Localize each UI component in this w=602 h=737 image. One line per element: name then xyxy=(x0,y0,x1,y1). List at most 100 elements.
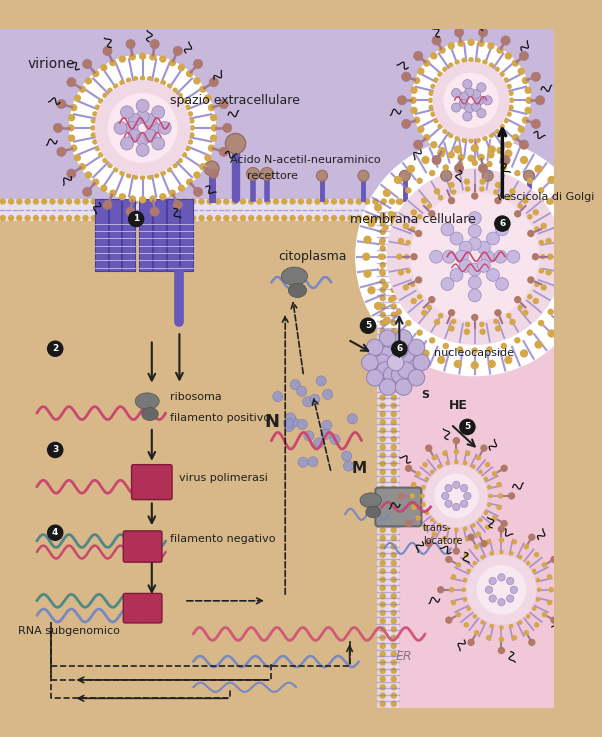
Circle shape xyxy=(453,437,460,444)
Circle shape xyxy=(450,268,463,282)
Circle shape xyxy=(504,52,512,60)
Circle shape xyxy=(380,215,387,221)
Circle shape xyxy=(508,105,514,110)
Circle shape xyxy=(407,340,415,349)
Circle shape xyxy=(402,72,411,81)
Circle shape xyxy=(428,210,435,217)
Circle shape xyxy=(448,63,453,68)
Circle shape xyxy=(124,215,130,221)
Circle shape xyxy=(219,147,228,156)
Circle shape xyxy=(485,525,491,530)
Circle shape xyxy=(408,339,425,356)
Circle shape xyxy=(522,198,529,204)
Circle shape xyxy=(559,189,566,197)
Circle shape xyxy=(379,328,386,335)
Circle shape xyxy=(190,125,195,130)
Circle shape xyxy=(494,215,510,232)
Circle shape xyxy=(391,345,397,351)
Circle shape xyxy=(480,198,486,205)
Circle shape xyxy=(47,525,63,541)
Circle shape xyxy=(391,659,397,666)
Circle shape xyxy=(377,254,384,260)
Circle shape xyxy=(198,198,205,205)
Circle shape xyxy=(98,152,104,158)
Circle shape xyxy=(107,215,114,221)
Circle shape xyxy=(534,226,540,231)
Circle shape xyxy=(528,639,535,646)
Circle shape xyxy=(518,620,523,625)
Circle shape xyxy=(157,215,163,221)
Text: Acido N-acetil-neuraminico: Acido N-acetil-neuraminico xyxy=(230,155,380,165)
Circle shape xyxy=(442,343,449,349)
Circle shape xyxy=(379,461,386,467)
Circle shape xyxy=(199,163,206,170)
Circle shape xyxy=(486,539,491,545)
Circle shape xyxy=(379,469,386,475)
Circle shape xyxy=(379,527,386,533)
Circle shape xyxy=(442,66,448,72)
Circle shape xyxy=(555,296,562,303)
Circle shape xyxy=(564,268,571,275)
Circle shape xyxy=(547,329,556,338)
Circle shape xyxy=(537,587,541,592)
Circle shape xyxy=(169,59,176,66)
Circle shape xyxy=(383,316,391,325)
Circle shape xyxy=(120,106,134,119)
Circle shape xyxy=(208,144,215,152)
Circle shape xyxy=(391,254,397,260)
Circle shape xyxy=(288,417,299,427)
Circle shape xyxy=(456,612,461,618)
Circle shape xyxy=(454,528,459,532)
Circle shape xyxy=(193,171,200,178)
Circle shape xyxy=(548,587,554,593)
Circle shape xyxy=(391,609,397,616)
Circle shape xyxy=(495,223,509,236)
Circle shape xyxy=(402,119,411,128)
Circle shape xyxy=(493,318,498,324)
Circle shape xyxy=(372,198,379,205)
Text: M: M xyxy=(351,461,367,476)
Circle shape xyxy=(521,198,527,205)
Circle shape xyxy=(428,296,435,304)
Circle shape xyxy=(379,543,386,550)
Circle shape xyxy=(471,361,479,369)
Circle shape xyxy=(70,144,78,152)
Circle shape xyxy=(410,282,415,287)
Circle shape xyxy=(391,543,397,550)
Circle shape xyxy=(379,345,386,351)
Circle shape xyxy=(408,369,425,386)
Circle shape xyxy=(379,601,386,608)
Circle shape xyxy=(453,537,459,543)
Circle shape xyxy=(498,598,505,606)
Circle shape xyxy=(520,156,528,164)
Circle shape xyxy=(476,455,481,461)
Circle shape xyxy=(413,77,420,84)
Circle shape xyxy=(477,40,485,47)
Circle shape xyxy=(128,129,141,142)
Circle shape xyxy=(358,170,369,181)
Circle shape xyxy=(430,469,435,474)
Circle shape xyxy=(102,93,108,98)
Circle shape xyxy=(564,239,571,245)
Circle shape xyxy=(449,587,455,593)
Circle shape xyxy=(314,438,324,448)
Circle shape xyxy=(411,41,531,160)
Circle shape xyxy=(186,70,193,77)
Circle shape xyxy=(41,198,48,205)
Circle shape xyxy=(379,551,386,558)
Circle shape xyxy=(399,170,411,181)
Circle shape xyxy=(391,212,397,219)
Circle shape xyxy=(150,207,160,216)
Circle shape xyxy=(485,462,491,467)
Circle shape xyxy=(391,692,397,699)
Circle shape xyxy=(488,198,494,205)
Circle shape xyxy=(379,220,386,227)
Circle shape xyxy=(391,320,397,326)
Circle shape xyxy=(471,192,479,200)
Circle shape xyxy=(504,141,512,148)
Bar xyxy=(385,210,554,708)
Circle shape xyxy=(85,77,92,85)
Circle shape xyxy=(409,493,415,499)
Circle shape xyxy=(467,38,475,46)
Circle shape xyxy=(432,455,437,461)
